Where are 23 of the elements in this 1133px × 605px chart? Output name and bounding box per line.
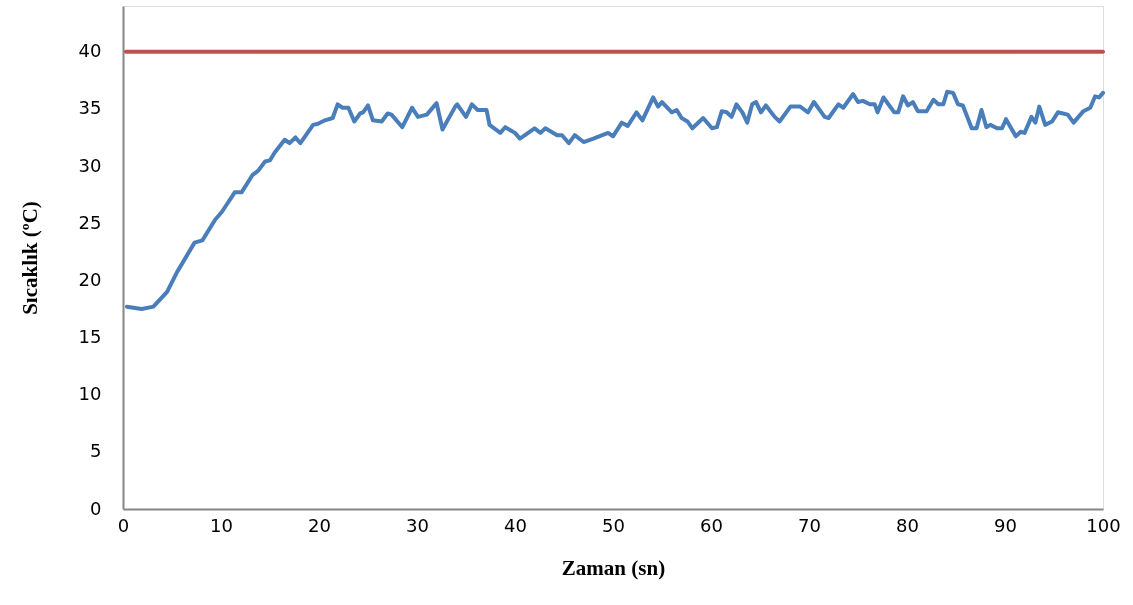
x-tick-label: 100	[1086, 514, 1121, 536]
x-tick-label: 80	[896, 514, 919, 536]
x-tick-label: 40	[504, 514, 527, 536]
y-tick-label: 25	[78, 211, 102, 233]
x-tick-label: 0	[117, 514, 130, 536]
x-tick-label: 90	[994, 514, 1017, 536]
y-tick-label: 0	[90, 497, 102, 519]
x-axis-title: Zaman (sn)	[561, 555, 666, 580]
y-axis-title: Sıcaklık (ºC)	[17, 201, 42, 315]
x-tick-label: 10	[210, 514, 233, 536]
y-tick-label: 20	[78, 268, 102, 290]
y-tick-label: 5	[90, 440, 102, 462]
x-tick-label: 60	[700, 514, 723, 536]
y-tick-label: 15	[78, 326, 102, 348]
y-tick-label: 40	[78, 40, 102, 62]
x-tick-label: 30	[406, 514, 429, 536]
line-series	[124, 89, 1105, 311]
y-tick-label: 10	[78, 383, 102, 405]
y-tick-label: 30	[78, 154, 102, 176]
x-tick-label: 20	[308, 514, 331, 536]
x-tick-label: 70	[798, 514, 821, 536]
y-tick-label: 35	[78, 97, 102, 119]
x-tick-label: 50	[602, 514, 625, 536]
